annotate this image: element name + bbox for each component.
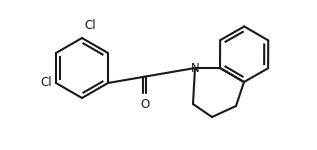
Text: N: N	[191, 61, 199, 75]
Text: Cl: Cl	[40, 76, 52, 90]
Text: Cl: Cl	[84, 19, 96, 32]
Text: O: O	[140, 98, 149, 111]
